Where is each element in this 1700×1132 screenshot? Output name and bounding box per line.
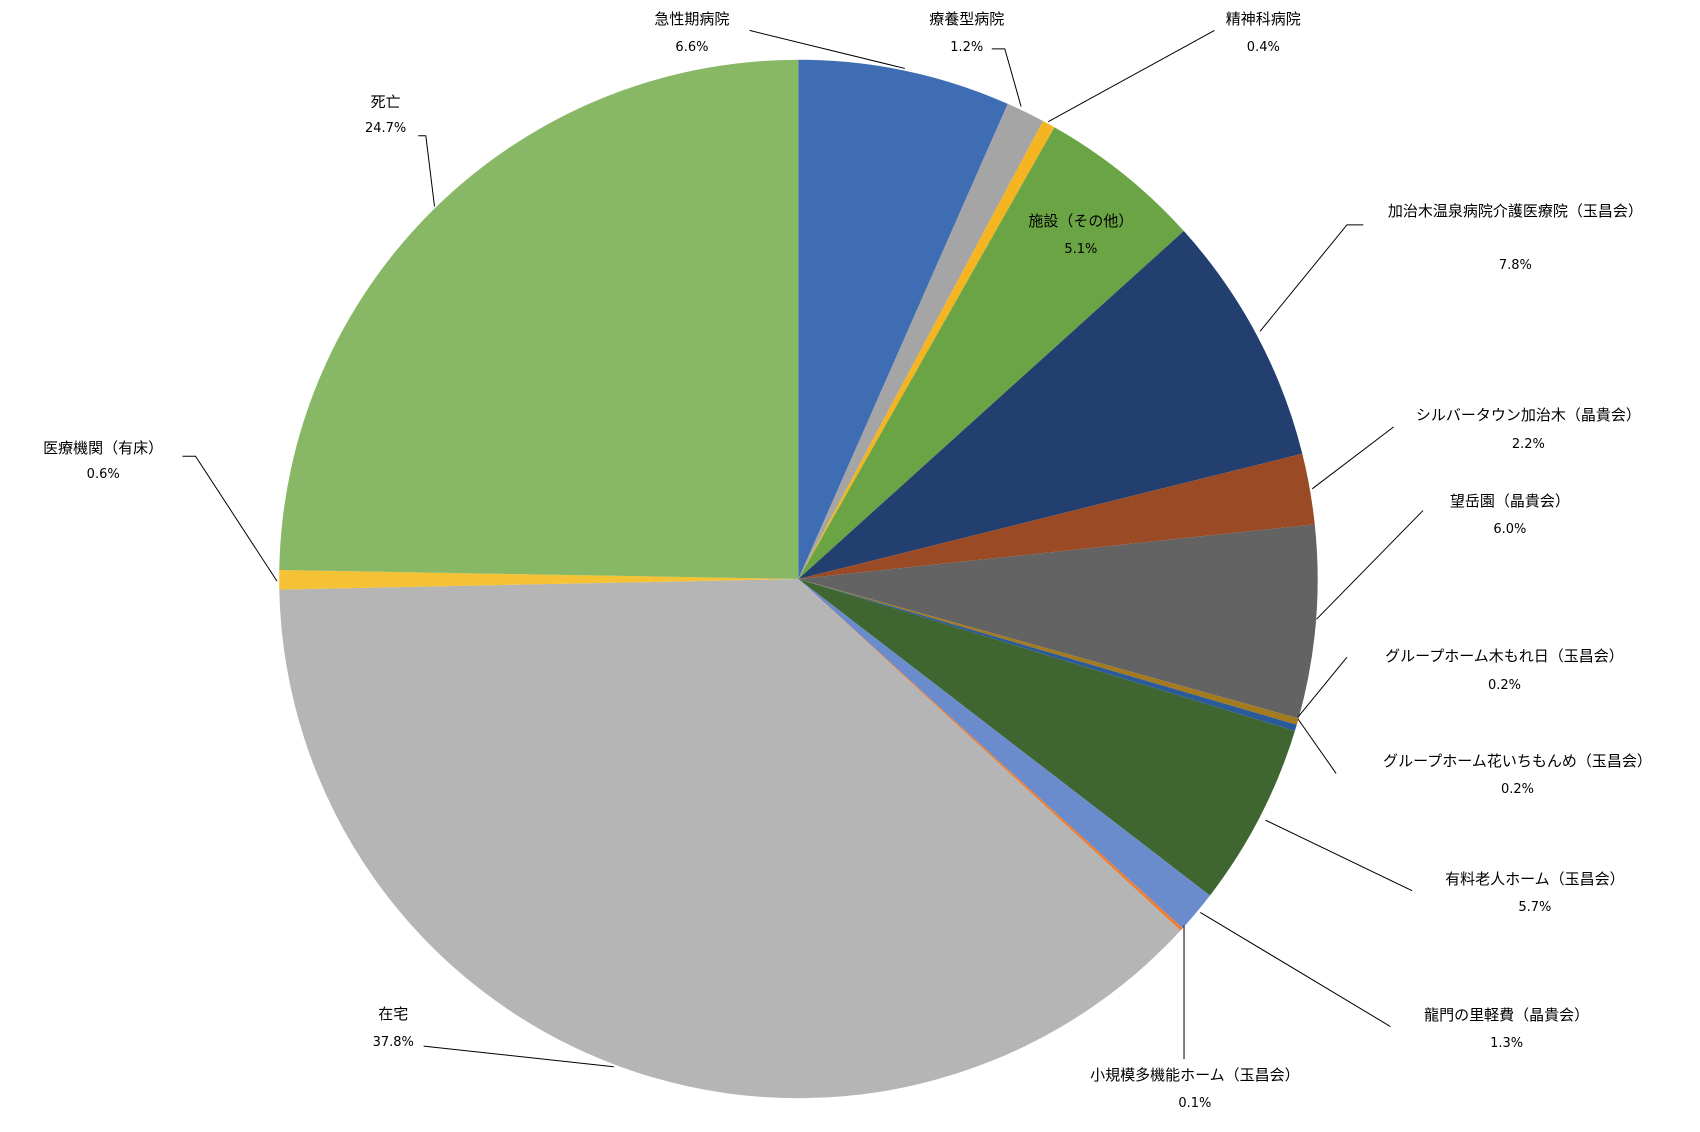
pie-slice — [798, 127, 1184, 579]
slice-label: 急性期病院 — [654, 9, 730, 28]
slice-label: 精神科病院 — [1225, 9, 1301, 28]
slice-value-label: 2.2% — [1511, 436, 1545, 452]
slice-label: 医療機関（有床） — [43, 438, 164, 457]
slice-value-label: 24.7% — [364, 121, 407, 137]
slice-value-label: 5.1% — [1064, 242, 1098, 258]
slice-label: 死亡 — [370, 93, 401, 112]
slice-label: 龍門の里軽費（晶貴会） — [1424, 1005, 1590, 1024]
pie-slice — [798, 578, 1297, 732]
leader-line — [1316, 510, 1424, 620]
slice-value-label: 0.2% — [1500, 781, 1535, 797]
pie-slice — [798, 103, 1044, 579]
slice-value-label: 7.8% — [1498, 258, 1532, 274]
slice-label: 施設（その他） — [1028, 211, 1134, 230]
pie-slice — [798, 578, 1183, 931]
slice-label: 有料老人ホーム（玉昌会） — [1445, 870, 1625, 888]
leader-line — [991, 48, 1022, 107]
leader-line — [1311, 426, 1394, 490]
slice-value-label: 1.3% — [1490, 1036, 1524, 1052]
leader-line — [749, 29, 905, 69]
slice-value-label: 1.2% — [950, 40, 984, 56]
slice-label: グループホーム花いちもんめ（玉昌会） — [1383, 751, 1652, 770]
leader-line — [1297, 656, 1348, 718]
pie-slice — [798, 59, 1008, 579]
pie-slice — [798, 120, 1055, 579]
pie-slice — [798, 578, 1210, 929]
slice-label: 在宅 — [378, 1004, 409, 1023]
leader-line — [1200, 912, 1391, 1027]
slice-value-label: 0.4% — [1246, 40, 1280, 56]
slice-value-label: 5.7% — [1518, 900, 1552, 916]
leader-line — [182, 455, 278, 582]
slice-label: 療養型病院 — [929, 9, 1005, 28]
slice-label: 小規模多機能ホーム（玉昌会） — [1090, 1065, 1300, 1084]
slice-value-label: 6.0% — [1493, 522, 1527, 538]
slice-label: 望岳園（晶貴会） — [1449, 491, 1570, 510]
pie-slice — [798, 231, 1303, 579]
pie-slice — [279, 578, 1181, 1099]
pie-slice — [279, 569, 799, 590]
slice-label: 加治木温泉病院介護医療院（玉昌会） — [1387, 201, 1643, 220]
slice-value-label: 37.8% — [372, 1035, 414, 1051]
pie-slice — [798, 578, 1295, 896]
pie-slice — [798, 453, 1315, 579]
slice-value-label: 0.2% — [1487, 677, 1521, 693]
pie-slice — [279, 59, 799, 579]
leader-line — [1259, 224, 1364, 332]
leader-line — [423, 1045, 614, 1068]
leader-line — [1265, 819, 1413, 892]
slice-value-label: 0.1% — [1178, 1095, 1212, 1111]
slice-label: シルバータウン加治木（晶貴会） — [1415, 406, 1641, 425]
slice-label: グループホーム木もれ日（玉昌会） — [1385, 647, 1624, 666]
pie-slice — [798, 524, 1318, 719]
slice-value-label: 6.6% — [675, 40, 709, 56]
leader-line — [1048, 29, 1215, 123]
slice-value-label: 0.6% — [86, 466, 120, 482]
leader-line — [418, 135, 436, 207]
leader-line — [1297, 718, 1337, 774]
pie-slice — [798, 578, 1299, 725]
